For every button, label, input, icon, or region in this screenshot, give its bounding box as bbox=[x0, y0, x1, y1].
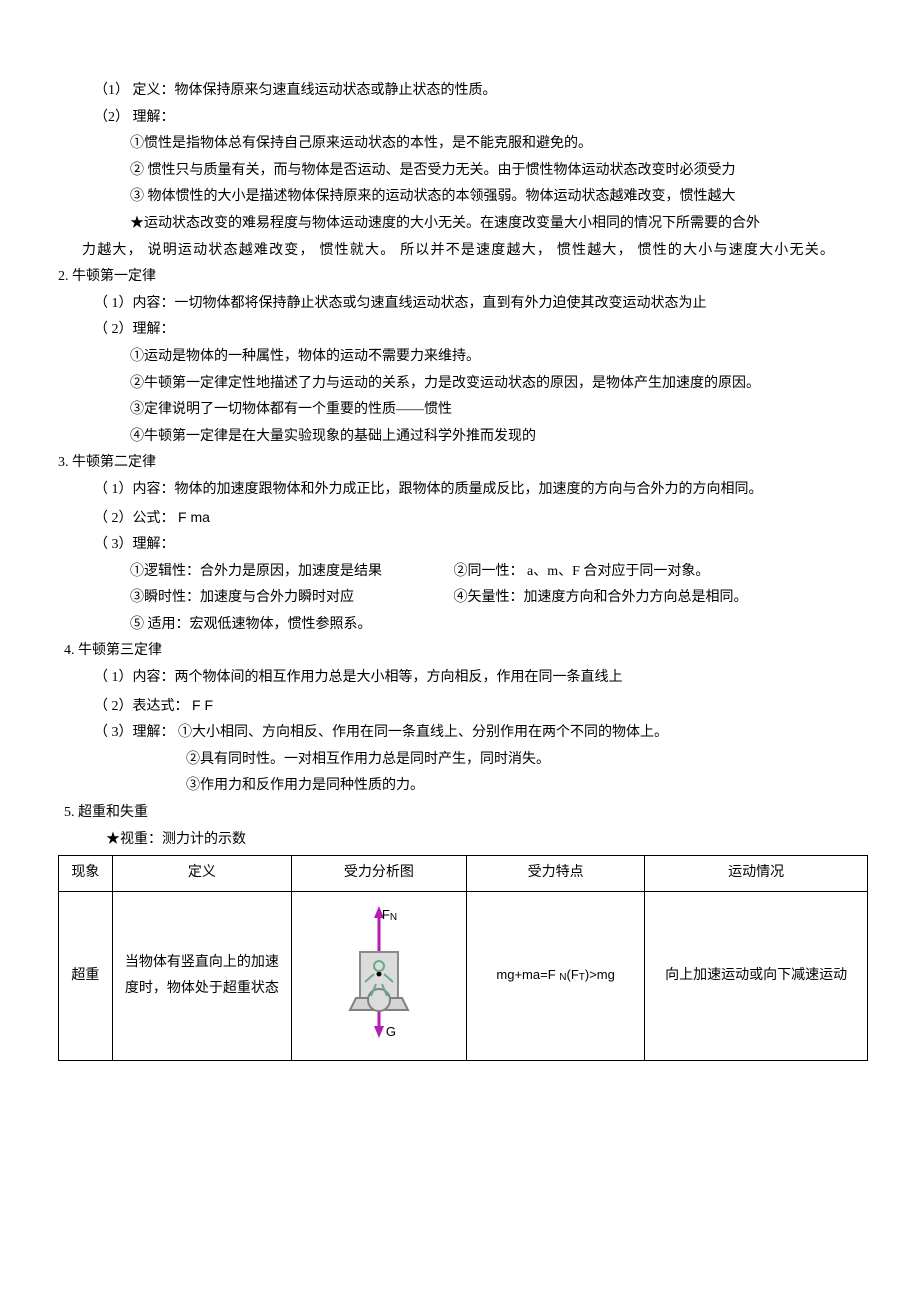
table-row: 超重 当物体有竖直向上的加速度时，物体处于超重状态 bbox=[59, 891, 868, 1061]
s3-u1: ①逻辑性：合外力是原因，加速度是结果 ②同一性： a、m、F 合对应于同一对象。 bbox=[58, 559, 862, 586]
s4-expr: F F bbox=[192, 697, 213, 713]
s1-understand-label: （2） 理解： bbox=[58, 105, 862, 132]
label-G: G bbox=[386, 1020, 396, 1045]
s4-l3: （ 3）理解： ①大小相同、方向相反、作用在同一条直线上、分别作用在两个不同的物… bbox=[58, 720, 862, 747]
s3-u2: ③瞬时性：加速度与合外力瞬时对应 ④矢量性：加速度方向和合外力方向总是相同。 bbox=[58, 585, 862, 612]
s3-u2b: ④矢量性：加速度方向和合外力方向总是相同。 bbox=[454, 590, 748, 605]
s4-l2: （ 2）表达式： F F bbox=[58, 692, 862, 721]
s1-def: （1） 定义：物体保持原来匀速直线运动状态或静止状态的性质。 bbox=[58, 78, 862, 105]
label-FN: FN bbox=[382, 903, 397, 928]
cell-motion: 向上加速运动或向下减速运动 bbox=[645, 891, 868, 1061]
s2-l1: （ 1）内容：一切物体都将保持静止状态或匀速直线运动状态，直到有外力迫使其改变运… bbox=[58, 291, 862, 318]
s3-l1: （ 1）内容：物体的加速度跟物体和外力成正比，跟物体的质量成反比，加速度的方向与… bbox=[58, 477, 862, 504]
s3-title: 3. 牛顿第二定律 bbox=[58, 450, 862, 477]
s2-title: 2. 牛顿第一定律 bbox=[58, 264, 862, 291]
th-diagram: 受力分析图 bbox=[291, 856, 466, 892]
s3-u3: ⑤ 适用：宏观低速物体，惯性参照系。 bbox=[58, 612, 862, 639]
s2-u3: ③定律说明了一切物体都有一个重要的性质——惯性 bbox=[58, 397, 862, 424]
s2-u4: ④牛顿第一定律是在大量实验现象的基础上通过科学外推而发现的 bbox=[58, 424, 862, 451]
s3-l3: （ 3）理解： bbox=[58, 532, 862, 559]
weight-table: 现象 定义 受力分析图 受力特点 运动情况 超重 当物体有竖直向上的加速度时，物… bbox=[58, 855, 868, 1061]
table-header-row: 现象 定义 受力分析图 受力特点 运动情况 bbox=[59, 856, 868, 892]
s4-l2a: （ 2）表达式： bbox=[94, 699, 192, 714]
s1-u3: ③ 物体惯性的大小是描述物体保持原来的运动状态的本领强弱。物体运动状态越难改变，… bbox=[58, 184, 862, 211]
s4-l1: （ 1）内容：两个物体间的相互作用力总是大小相等，方向相反，作用在同一条直线上 bbox=[58, 665, 862, 692]
th-motion: 运动情况 bbox=[645, 856, 868, 892]
s4-u2: ③作用力和反作用力是同种性质的力。 bbox=[58, 773, 862, 800]
s4-u1: ②具有同时性。一对相互作用力总是同时产生，同时消失。 bbox=[58, 747, 862, 774]
s3-l2: （ 2）公式： F ma bbox=[58, 504, 862, 533]
s3-l2a: （ 2）公式： bbox=[94, 511, 178, 526]
th-phenomenon: 现象 bbox=[59, 856, 113, 892]
cell-phenomenon: 超重 bbox=[59, 891, 113, 1061]
s3-u1a: ①逻辑性：合外力是原因，加速度是结果 bbox=[130, 559, 450, 586]
s3-formula: F ma bbox=[178, 509, 210, 525]
s1-u4: ★运动状态改变的难易程度与物体运动速度的大小无关。在速度改变量大小相同的情况下所… bbox=[58, 211, 862, 238]
th-definition: 定义 bbox=[112, 856, 291, 892]
s4-title: 4. 牛顿第三定律 bbox=[58, 638, 862, 665]
force-diagram-svg bbox=[298, 896, 460, 1046]
s1-u2: ② 惯性只与质量有关，而与物体是否运动、是否受力无关。由于惯性物体运动状态改变时… bbox=[58, 158, 862, 185]
s1-u1: ①惯性是指物体总有保持自己原来运动状态的本性，是不能克服和避免的。 bbox=[58, 131, 862, 158]
cell-diagram: FN G bbox=[291, 891, 466, 1061]
th-force-feature: 受力特点 bbox=[466, 856, 644, 892]
s5-title: 5. 超重和失重 bbox=[58, 800, 862, 827]
s2-u2: ②牛顿第一定律定性地描述了力与运动的关系，力是改变运动状态的原因，是物体产生加速… bbox=[58, 371, 862, 398]
s1-u5: 力越大， 说明运动状态越难改变， 惯性就大。 所以并不是速度越大， 惯性越大， … bbox=[58, 238, 862, 265]
cell-force-feature: mg+ma=F N(FT)>mg bbox=[466, 891, 644, 1061]
s5-sub: ★视重：测力计的示数 bbox=[58, 827, 862, 854]
s3-u2a: ③瞬时性：加速度与合外力瞬时对应 bbox=[130, 585, 450, 612]
document-page: （1） 定义：物体保持原来匀速直线运动状态或静止状态的性质。 （2） 理解： ①… bbox=[0, 0, 920, 1304]
s3-u1b: ②同一性： a、m、F 合对应于同一对象。 bbox=[454, 564, 710, 579]
cell-definition: 当物体有竖直向上的加速度时，物体处于超重状态 bbox=[112, 891, 291, 1061]
s2-u1: ①运动是物体的一种属性，物体的运动不需要力来维持。 bbox=[58, 344, 862, 371]
s2-l2: （ 2）理解： bbox=[58, 317, 862, 344]
